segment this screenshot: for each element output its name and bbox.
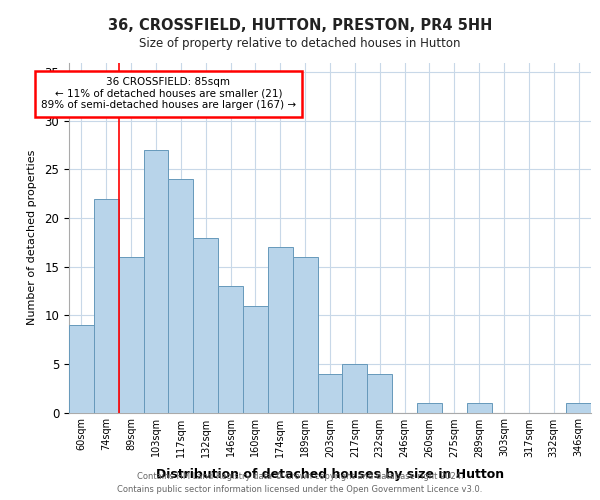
Bar	[467, 403, 491, 412]
Bar	[417, 403, 442, 412]
Bar	[317, 374, 343, 412]
Bar	[566, 403, 591, 412]
Text: Contains HM Land Registry data © Crown copyright and database right 2024.: Contains HM Land Registry data © Crown c…	[137, 472, 463, 481]
Bar	[218, 286, 243, 412]
Bar	[343, 364, 367, 412]
Text: 36, CROSSFIELD, HUTTON, PRESTON, PR4 5HH: 36, CROSSFIELD, HUTTON, PRESTON, PR4 5HH	[108, 18, 492, 32]
Bar	[243, 306, 268, 412]
Bar	[143, 150, 169, 412]
Text: 36 CROSSFIELD: 85sqm
← 11% of detached houses are smaller (21)
89% of semi-detac: 36 CROSSFIELD: 85sqm ← 11% of detached h…	[41, 77, 296, 110]
Bar	[169, 179, 193, 412]
Text: Size of property relative to detached houses in Hutton: Size of property relative to detached ho…	[139, 38, 461, 51]
Y-axis label: Number of detached properties: Number of detached properties	[28, 150, 37, 325]
Bar	[193, 238, 218, 412]
Text: Contains public sector information licensed under the Open Government Licence v3: Contains public sector information licen…	[118, 485, 482, 494]
X-axis label: Distribution of detached houses by size in Hutton: Distribution of detached houses by size …	[156, 468, 504, 481]
Bar	[94, 198, 119, 412]
Bar	[119, 257, 143, 412]
Bar	[293, 257, 317, 412]
Bar	[367, 374, 392, 412]
Bar	[268, 247, 293, 412]
Bar	[69, 325, 94, 412]
